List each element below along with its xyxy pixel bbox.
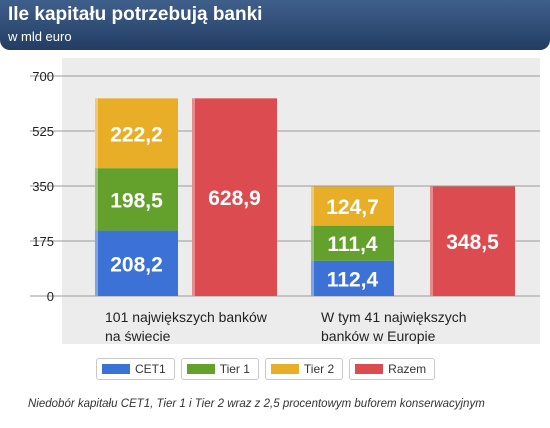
bar-razem: [430, 186, 515, 296]
chart-title: Ile kapitału potrzebują banki: [8, 4, 263, 25]
data-label: 198,5: [110, 189, 163, 212]
bar-tier-1: [311, 225, 394, 261]
legend-item: Tier 2: [264, 358, 344, 380]
legend-item: Razem: [349, 358, 436, 380]
x-category-label: banków w Europie: [321, 328, 436, 344]
data-label: 628,9: [208, 187, 261, 210]
legend-swatch: [186, 364, 215, 374]
footnote: Niedobór kapitału CET1, Tier 1 i Tier 2 …: [28, 398, 485, 410]
header-banner: Ile kapitału potrzebują banki w mld euro: [0, 0, 550, 50]
bar-tier-2-shine: [311, 186, 314, 226]
data-label: 112,4: [327, 268, 379, 291]
bar-cet1: [311, 260, 394, 296]
bar-tier-1-shine: [311, 225, 314, 261]
legend-label: Tier 2: [303, 362, 335, 376]
legend: CET1 Tier 1 Tier 2 Razem: [96, 358, 436, 380]
x-category-label: 101 największych banków: [105, 309, 268, 325]
y-tick-label: 0: [47, 289, 54, 304]
data-label: 111,4: [327, 233, 378, 256]
x-category-label: na świecie: [105, 328, 171, 344]
legend-swatch: [102, 364, 130, 374]
bar-razem-shine: [192, 98, 195, 297]
legend-swatch: [355, 364, 384, 374]
bar-cet1-shine: [95, 230, 98, 296]
bar-tier-2: [95, 98, 178, 169]
legend-label: Tier 1: [219, 362, 250, 376]
bar-tier-2-shine: [95, 98, 98, 169]
legend-label: Razem: [388, 362, 427, 376]
bar-cet1: [95, 230, 178, 296]
legend-label: CET1: [135, 362, 166, 376]
bar-tier-1: [95, 168, 178, 231]
bar-razem-shine: [430, 186, 433, 296]
bar-razem: [192, 98, 277, 297]
legend-item: Tier 1: [180, 358, 259, 380]
legend-swatch: [270, 364, 299, 374]
data-label: 348,5: [446, 231, 499, 254]
x-category-label: W tym 41 największych: [321, 309, 466, 325]
y-tick-label: 700: [32, 69, 54, 84]
y-tick-label: 175: [32, 234, 54, 249]
bar-tier-1-shine: [95, 168, 98, 231]
data-label: 222,2: [110, 123, 163, 146]
chart-subtitle: w mld euro: [8, 29, 72, 44]
data-label: 124,7: [326, 196, 379, 219]
data-label: 208,2: [110, 253, 163, 276]
legend-item: CET1: [96, 358, 175, 380]
bar-tier-2: [311, 186, 394, 226]
bar-cet1-shine: [311, 260, 314, 296]
y-tick-label: 525: [32, 124, 54, 139]
y-tick-label: 350: [32, 179, 54, 194]
